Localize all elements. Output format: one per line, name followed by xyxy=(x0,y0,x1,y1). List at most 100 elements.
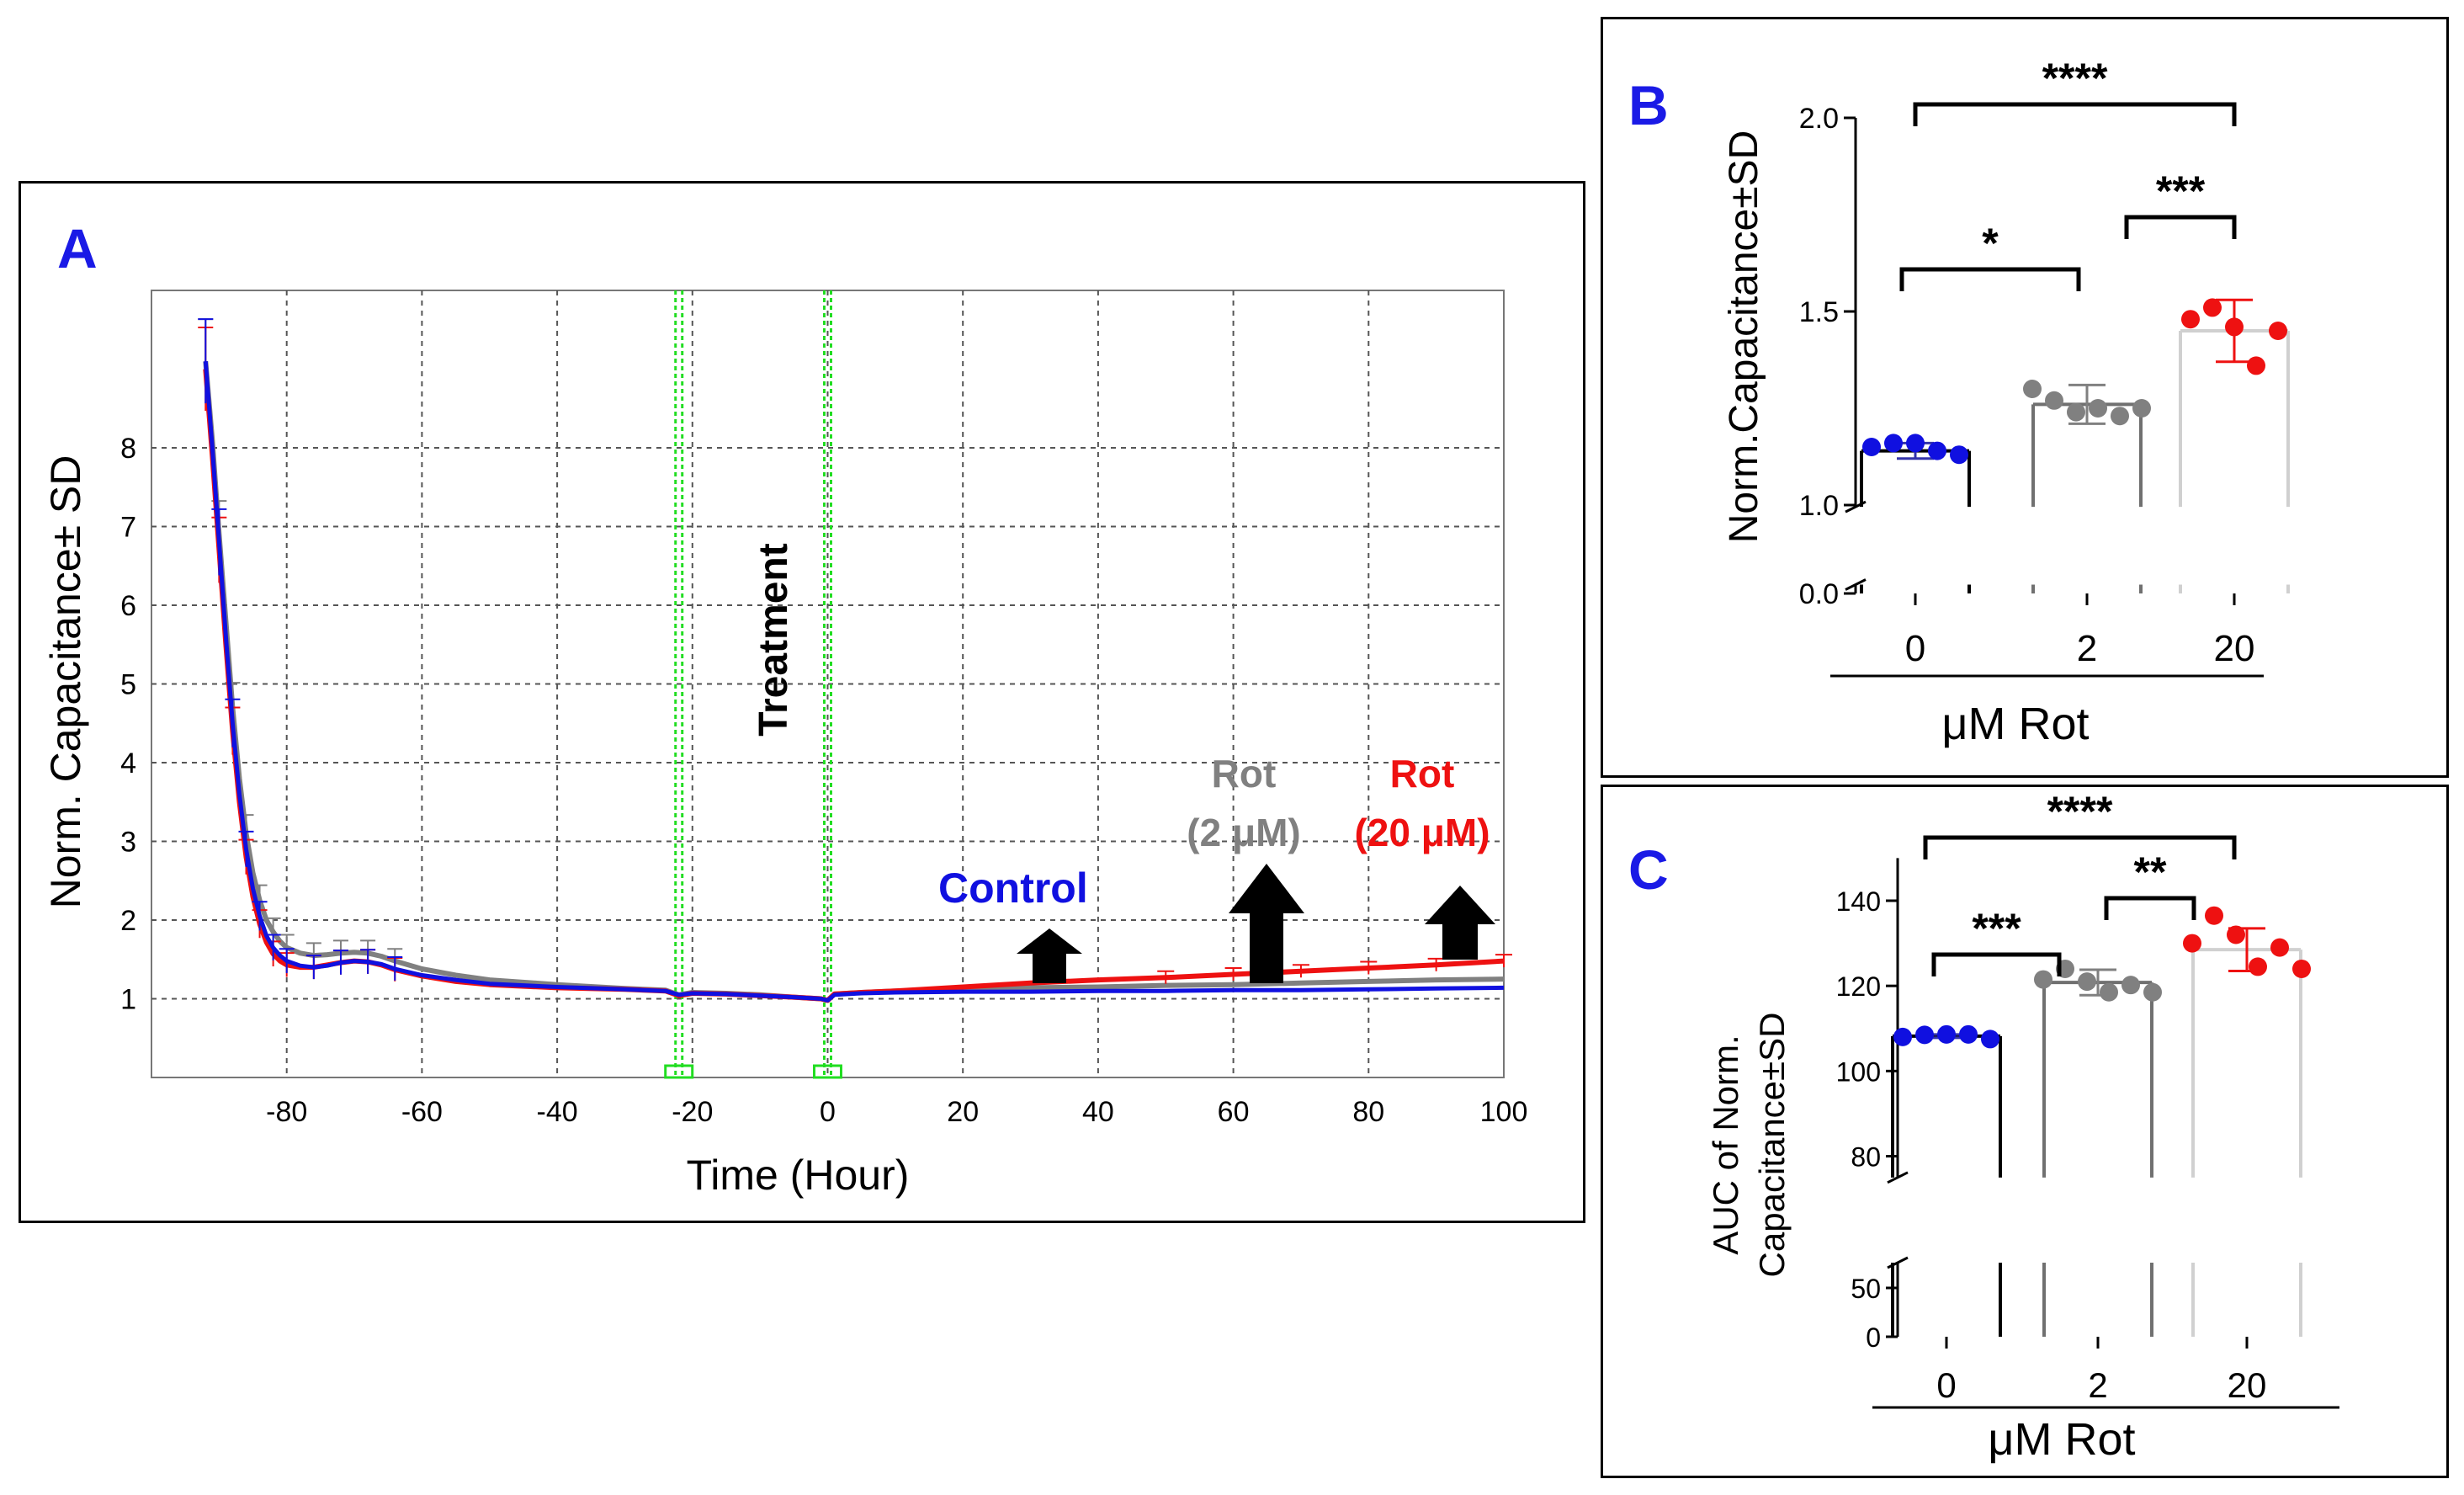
data-point xyxy=(2269,322,2287,340)
significance-label: * xyxy=(1982,220,1999,267)
axis-break-mark xyxy=(1887,1256,1909,1269)
significance-label: *** xyxy=(2156,168,2206,215)
panel-b-xlabel: μM Rot xyxy=(1941,699,2089,749)
x-tick-label: 0 xyxy=(1905,628,1925,669)
data-point xyxy=(2067,402,2085,422)
data-point xyxy=(2183,934,2201,953)
data-point xyxy=(2181,310,2200,329)
y-tick-label: 7 xyxy=(120,512,136,544)
x-tick-label: 40 xyxy=(1082,1096,1114,1128)
data-point xyxy=(1950,445,1968,465)
rot2-arrow xyxy=(1229,864,1304,983)
data-point xyxy=(1906,434,1925,453)
rot2-label-line2: (2 μM) xyxy=(1187,811,1300,854)
x-tick-label: -80 xyxy=(266,1096,307,1128)
x-tick-label: -20 xyxy=(672,1096,713,1128)
data-point xyxy=(1862,438,1881,456)
y-tick-label: 1.5 xyxy=(1799,296,1839,328)
data-point xyxy=(2078,972,2096,992)
y-tick-label: 140 xyxy=(1836,886,1881,917)
data-point xyxy=(2143,982,2162,1002)
significance-label: **** xyxy=(2042,55,2108,102)
y-tick-label: 0 xyxy=(1866,1322,1881,1353)
y-tick-label: 50 xyxy=(1851,1274,1881,1304)
rot20-label-line1: Rot xyxy=(1390,752,1455,795)
panel-a-series xyxy=(198,318,1512,1003)
significance-bracket xyxy=(1931,952,2062,976)
panel-b-significance: ******** xyxy=(1899,55,2237,291)
panel-c-axis: 0 50 80 100 120 140 0 2 20 xyxy=(1836,858,2339,1409)
significance-bracket xyxy=(1923,835,2237,859)
data-point xyxy=(2100,982,2118,1002)
y-tick-label: 5 xyxy=(120,669,136,701)
series-line-1 xyxy=(203,360,1505,1003)
panel-a-xlabel: Time (Hour) xyxy=(687,1152,910,1199)
data-point xyxy=(2247,356,2265,375)
data-point xyxy=(2270,938,2289,957)
panel-c-frame xyxy=(1601,785,2449,1478)
x-tick-label: 2 xyxy=(2088,1365,2107,1405)
significance-label: *** xyxy=(1972,905,2021,952)
y-tick-label: 1.0 xyxy=(1799,490,1839,522)
panel-a-ylabel: Norm. Capacitance± SD xyxy=(42,455,89,909)
data-point xyxy=(2225,317,2244,337)
x-tick-label: 100 xyxy=(1480,1096,1528,1128)
rot20-arrow xyxy=(1425,886,1495,960)
significance-bracket xyxy=(2124,215,2237,239)
data-point xyxy=(1915,1025,1934,1045)
y-tick-label: 120 xyxy=(1836,971,1881,1002)
panel-c-letter: C xyxy=(1628,838,1669,901)
panel-c-significance: ********* xyxy=(1923,788,2237,976)
data-point xyxy=(2132,399,2151,418)
x-tick-label: 20 xyxy=(947,1096,979,1128)
x-tick-label: 80 xyxy=(1352,1096,1384,1128)
significance-bracket xyxy=(2104,896,2196,920)
panel-c-xlabel: μM Rot xyxy=(1988,1414,2135,1465)
y-tick-label: 100 xyxy=(1836,1056,1881,1087)
y-tick-label: 0.0 xyxy=(1799,578,1839,610)
axis-break-mark xyxy=(1845,500,1867,513)
axis-break-mark xyxy=(1845,578,1867,591)
data-point xyxy=(2089,399,2107,418)
panel-c-bars xyxy=(1891,927,2302,1337)
panel-b-axis: 0.0 1.0 1.5 2.0 0 2 20 xyxy=(1799,103,2264,678)
panel-c-ylabel-line1: AUC of Norm. xyxy=(1706,1035,1745,1254)
panel-a-frame xyxy=(19,181,1585,1223)
data-point xyxy=(2227,925,2245,944)
treatment-marker-box xyxy=(813,1064,842,1079)
data-point xyxy=(1893,1027,1912,1046)
data-point xyxy=(2034,970,2052,989)
data-point xyxy=(2121,976,2140,995)
x-tick-label: 20 xyxy=(2228,1365,2267,1405)
x-tick-label: -60 xyxy=(401,1096,443,1128)
data-point xyxy=(1981,1029,1999,1049)
axis-break-mark xyxy=(1887,1171,1909,1184)
data-point xyxy=(1937,1024,1956,1044)
data-point xyxy=(1959,1024,1978,1044)
x-tick-label: 20 xyxy=(2214,628,2255,669)
panel-c-points xyxy=(1893,906,2311,1049)
x-tick-label: -40 xyxy=(537,1096,578,1128)
control-label: Control xyxy=(938,865,1088,912)
y-tick-label: 4 xyxy=(120,748,136,779)
y-tick-label: 8 xyxy=(120,433,136,465)
panel-c-ylabel-line2: Capacitance±SD xyxy=(1752,1013,1792,1278)
panel-b-ylabel: Norm.Capacitance±SD xyxy=(1722,130,1766,544)
panel-a-letter: A xyxy=(57,217,98,279)
data-point xyxy=(2205,906,2223,925)
x-tick-label: 0 xyxy=(1936,1365,1956,1405)
x-tick-label: 2 xyxy=(2077,628,2097,669)
y-tick-label: 2 xyxy=(120,905,136,937)
data-point xyxy=(2249,957,2267,976)
control-arrow xyxy=(1017,928,1082,983)
y-tick-label: 2.0 xyxy=(1799,103,1839,135)
panel-a-grid xyxy=(151,290,1504,1077)
y-tick-label: 80 xyxy=(1851,1142,1881,1173)
significance-label: **** xyxy=(2047,788,2113,835)
data-point xyxy=(2045,391,2063,410)
panel-b-letter: B xyxy=(1628,74,1669,136)
rot20-label-line2: (20 μM) xyxy=(1354,811,1490,854)
panel-b-frame xyxy=(1601,17,2449,778)
